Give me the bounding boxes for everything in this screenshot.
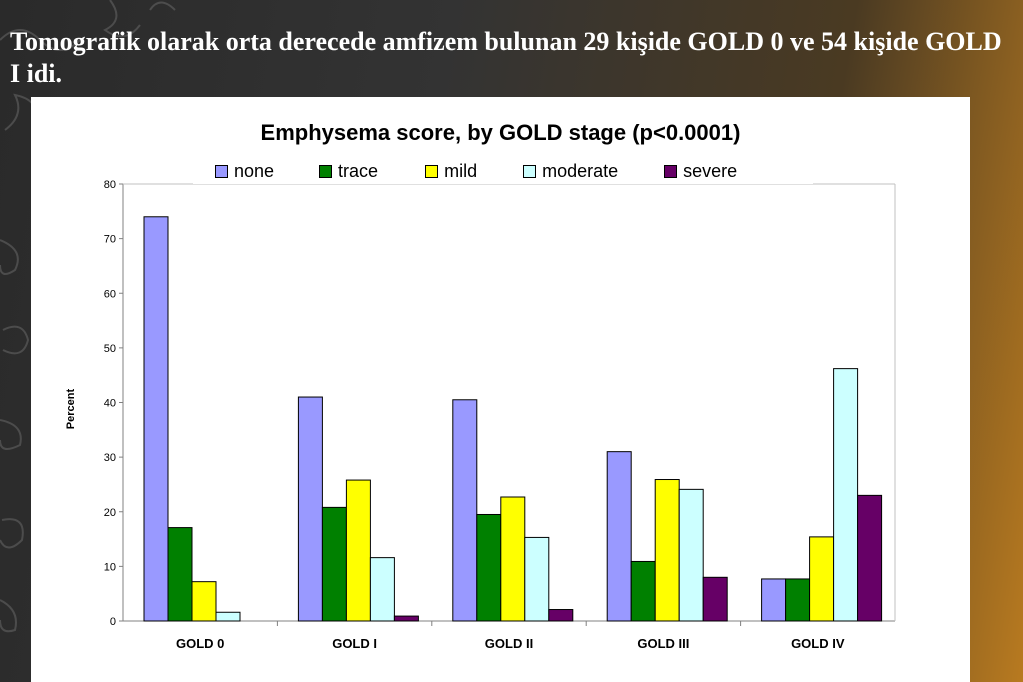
bar-mild [809,536,835,622]
bar-moderate [369,557,395,622]
bar-moderate [678,488,704,622]
y-tick-label: 40 [104,398,116,410]
bar-mild [500,496,526,622]
legend-item-mild: mild [425,161,477,182]
chart-title: Emphysema score, by GOLD stage (p<0.0001… [260,120,741,145]
bar-mild [191,581,217,622]
bar-none [761,578,787,622]
x-tick-label: GOLD 0 [176,636,224,651]
y-axis-label: Percent [65,388,77,430]
legend-swatch [319,164,333,178]
x-tick-label: GOLD III [637,636,689,651]
slide-title: Tomografik olarak orta derecede amfizem … [10,27,1002,88]
y-tick-label: 70 [104,234,116,246]
bar-moderate [215,611,241,622]
bar-none [297,396,323,622]
legend-label: none [234,160,275,181]
y-tick-label: 20 [104,507,116,519]
bar-moderate [524,536,550,622]
bar-severe [702,576,728,622]
bar-mild [654,479,680,622]
legend-label: mild [444,160,478,181]
legend-label: moderate [542,160,619,181]
bar-severe [548,609,574,622]
bar-none [452,399,478,622]
y-tick-label: 50 [104,343,116,355]
bar-moderate [833,368,859,622]
legend-swatch [425,164,439,178]
bar-mild [345,479,371,622]
bar-trace [630,560,656,622]
x-tick-label: GOLD II [485,636,533,651]
bar-severe [393,615,419,622]
bar-none [606,451,632,622]
y-tick-label: 0 [110,616,116,628]
y-tick-label: 30 [104,452,116,464]
legend-swatch [215,164,228,178]
legend-item-moderate: moderate [523,161,618,182]
legend-item-trace: trace [319,161,378,182]
chart-panel: 0 10 20 30 40 50 60 70 80 GOLD 0 GOLD I GOLD II GOLD… [31,97,970,682]
x-tick-label: GOLD I [332,636,377,651]
legend-label: severe [683,160,738,181]
x-tick-label: GOLD IV [791,636,845,651]
bar-trace [167,527,193,622]
y-tick-label: 10 [104,561,116,573]
bar-trace [321,506,347,622]
bar-trace [476,513,502,622]
chart-legend: none trace mild moderate severe [193,158,813,184]
legend-swatch [664,164,678,178]
bar-chart: 0 10 20 30 40 50 60 70 80 GOLD 0 GOLD I GOLD II GOLD… [104,179,896,651]
y-tick-label: 80 [104,179,116,191]
y-tick-label: 60 [104,288,116,300]
legend-swatch [523,164,537,178]
bar-severe [857,494,883,622]
legend-label: trace [338,160,379,181]
legend-item-severe: severe [664,161,737,182]
legend-item-none: none [215,161,274,182]
bar-none [143,216,169,622]
bar-trace [785,578,811,622]
